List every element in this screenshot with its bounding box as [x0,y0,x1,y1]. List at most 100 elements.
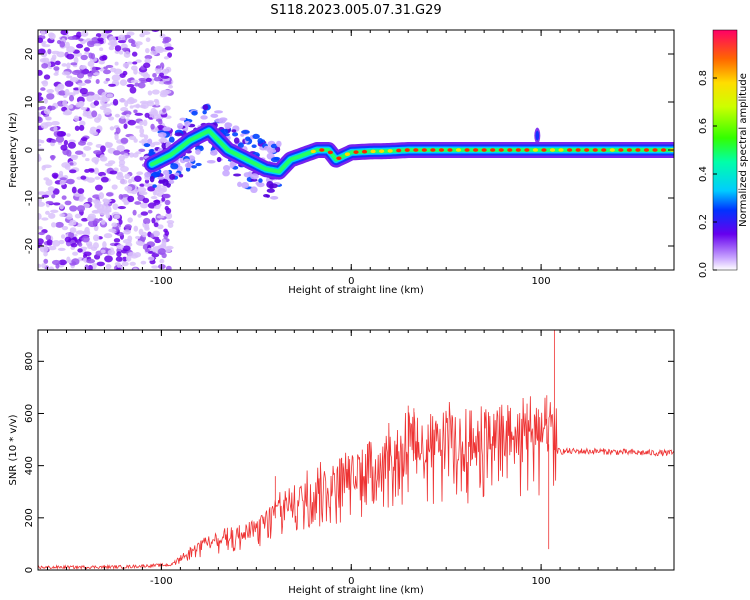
ridge-peak [609,148,615,152]
noise-blob [78,100,85,107]
noise-blob [76,31,82,38]
noise-blob [164,46,174,51]
noise-blob [95,79,100,85]
transition-blob [144,171,151,178]
noise-blob [84,79,92,84]
transition-blob [268,183,278,189]
transition-blob [174,132,183,137]
noise-blob [102,198,109,203]
transition-blob [213,149,218,155]
noise-blob [64,200,72,206]
noise-blob [123,201,129,206]
noise-blob [53,72,59,76]
noise-blob [114,45,122,52]
noise-blob [44,121,53,127]
noise-blob [124,185,133,192]
ridge-peak [549,148,556,152]
noise-blob [69,219,77,226]
transition-blob [200,115,208,120]
transition-blob [202,104,209,111]
noise-blob [124,100,129,108]
noise-blob [83,251,92,257]
ridge-peak [592,148,598,152]
noise-blob [123,123,128,129]
noise-blob [68,139,76,144]
noise-blob [154,238,161,244]
snr-y-tick-label: 800 [24,352,35,371]
noise-blob [78,197,84,202]
colorbar-tick-label: 0.6 [698,118,709,134]
ridge-peak [652,148,658,152]
spectrogram-x-ticks: -100 0 100 [46,30,675,287]
colorbar-tick-label: 0.4 [698,166,709,182]
noise-blob [122,245,131,252]
noise-blob [117,206,126,210]
noise-blob [99,105,107,111]
colorbar-tick-label: 0.2 [698,214,709,230]
noise-blob [127,252,136,257]
snr-y-ticks: 0 200 400 600 800 [24,352,674,573]
ridge-peak [481,148,487,152]
transition-blob [151,171,161,178]
noise-blob [164,246,172,253]
noise-blob [66,133,71,137]
noise-blob [42,44,51,48]
ridge-peak [353,150,359,154]
spectrogram-x-tick-label: 0 [348,276,354,287]
noise-blob [139,133,145,138]
noise-blob [103,30,113,34]
noise-blob [97,96,104,101]
noise-blob [79,87,88,95]
noise-blob [145,48,150,54]
noise-blob [48,245,57,251]
noise-blob [77,248,83,253]
noise-blob [156,124,165,131]
transition-blob [250,186,258,194]
noise-blob [43,258,49,264]
noise-blob [48,105,56,111]
noise-blob [127,119,137,126]
noise-blob [69,169,77,174]
noise-blob [140,202,149,209]
noise-blob [90,126,97,132]
noise-blob [108,83,116,87]
colorbar-gradient [712,29,738,271]
transition-blob [210,113,219,118]
snr-y-tick-label: 400 [24,456,35,475]
noise-blob [76,72,85,79]
transition-blob [237,181,242,188]
noise-blob [160,137,167,142]
noise-blob [134,175,142,183]
noise-blob [133,267,138,270]
noise-blob [121,261,129,267]
spectrogram-heatmap [38,30,674,270]
transition-blob [152,184,157,188]
noise-blob [62,99,68,107]
noise-blob [150,123,155,130]
noise-blob [129,105,134,109]
noise-blob [118,219,123,225]
noise-blob [150,196,158,200]
noise-blob [79,120,86,127]
noise-blob [132,104,141,108]
noise-blob [51,222,57,228]
noise-blob [91,66,96,74]
transition-blob [214,110,224,114]
noise-blob [102,241,107,249]
noise-blob [41,263,47,269]
noise-blob [144,248,150,253]
noise-blob [38,263,42,268]
noise-blob [86,258,96,264]
noise-blob [68,104,74,109]
noise-blob [117,40,127,44]
noise-blob [108,116,115,121]
noise-blob [59,213,65,218]
noise-blob [109,126,115,131]
noise-blob [91,199,100,203]
noise-blob [116,244,124,250]
ridge-peak [566,148,573,152]
noise-blob [93,150,102,155]
transition-blob [169,173,176,181]
ridge-peak [635,148,641,152]
noise-blob [161,241,167,248]
